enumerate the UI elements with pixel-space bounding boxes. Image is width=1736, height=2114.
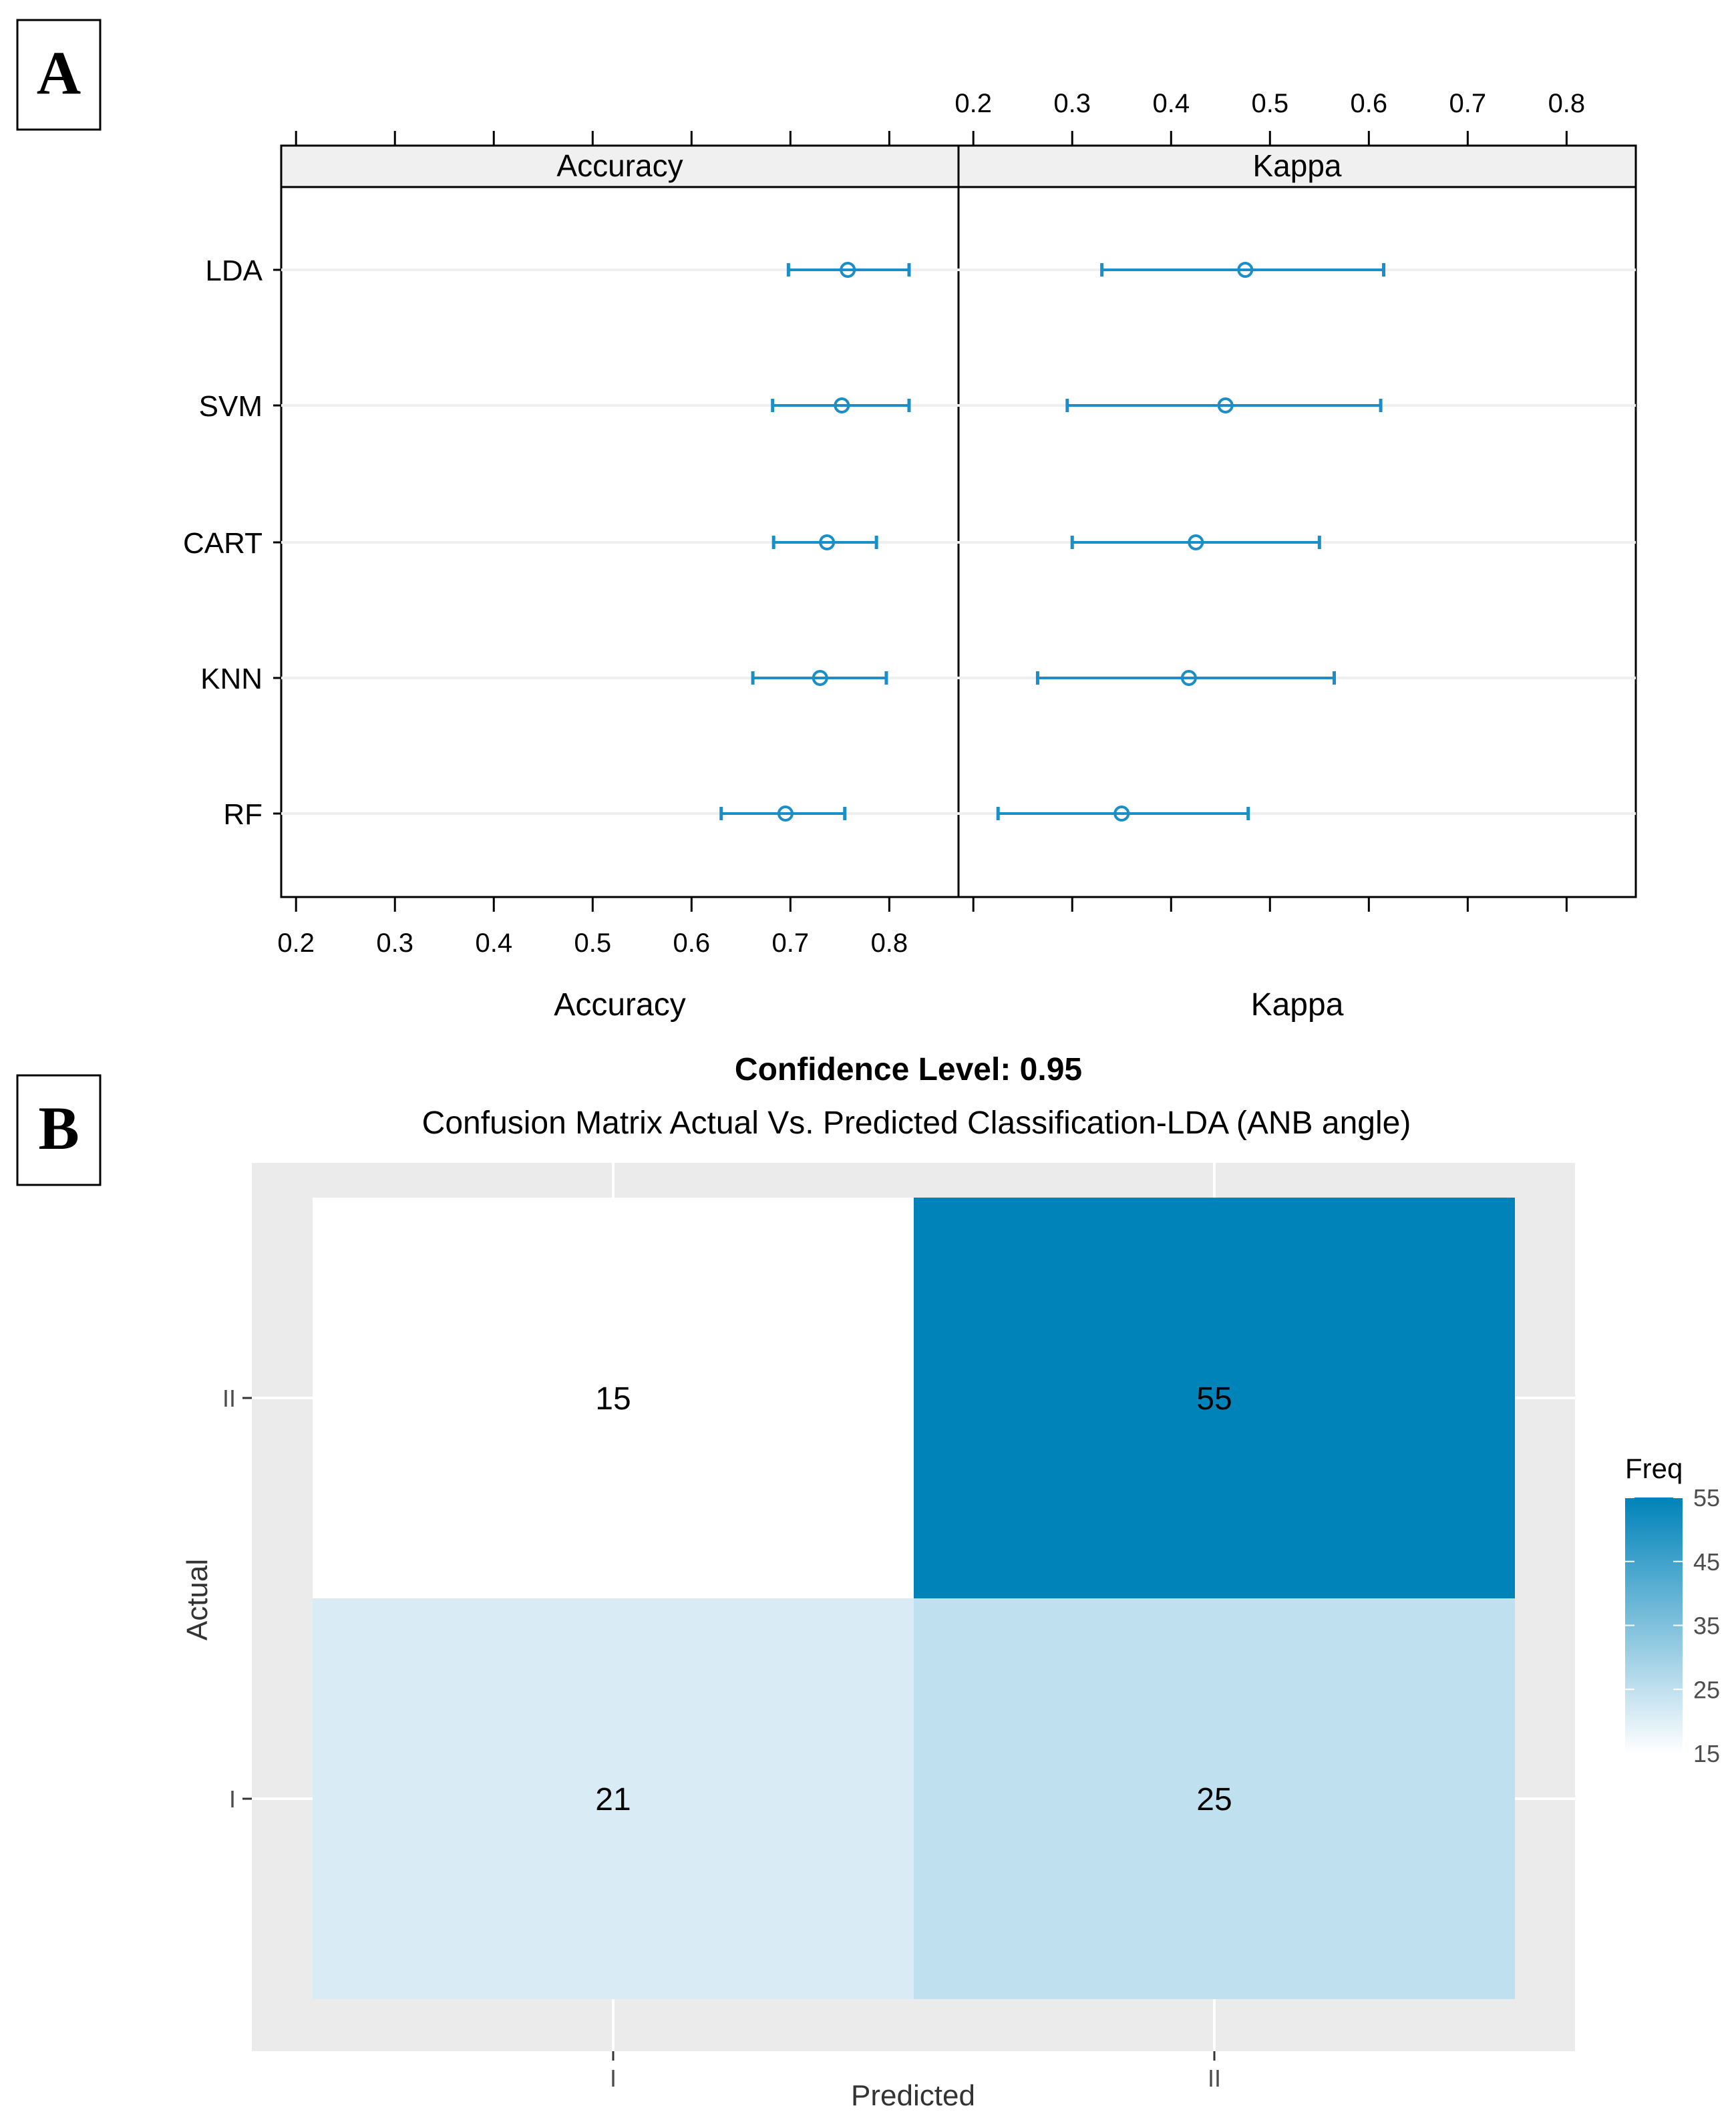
strip-label-kappa: Kappa bbox=[1252, 148, 1341, 183]
bottom-tick-label: 0.3 bbox=[376, 928, 413, 958]
intervals bbox=[719, 262, 1386, 822]
panel-b: B Confusion Matrix Actual Vs. Predicted … bbox=[16, 1074, 1720, 2112]
legend-title: Freq bbox=[1625, 1453, 1683, 1484]
point-estimate bbox=[1180, 670, 1197, 686]
heatmap-cell-label: 25 bbox=[1196, 1782, 1232, 1817]
top-tick-label: 0.6 bbox=[1351, 89, 1388, 118]
point-estimate bbox=[834, 397, 850, 413]
panel-a-label: A bbox=[37, 39, 81, 107]
x-axis-title-kappa: Kappa bbox=[1251, 987, 1344, 1023]
bottom-tick-label: 0.6 bbox=[673, 928, 711, 958]
point-estimate bbox=[812, 670, 828, 686]
heatmap-cell-label: 15 bbox=[595, 1381, 631, 1417]
heatmap-cell-labels: 15 55 21 25 bbox=[595, 1381, 1232, 1817]
strip-accuracy bbox=[280, 144, 960, 188]
bottom-tick-label: 0.8 bbox=[871, 928, 908, 958]
legend-tick-label: 15 bbox=[1693, 1740, 1720, 1767]
legend-colorbar bbox=[1625, 1498, 1683, 1753]
bottom-tick-label: 0.2 bbox=[277, 928, 315, 958]
heatmap-legend: Freq 55 45 35 25 15 bbox=[1625, 1453, 1720, 1767]
y-tick-label: CART bbox=[183, 527, 263, 560]
heatmap-x-title: Predicted bbox=[851, 2079, 975, 2112]
heatmap-cell-label: 21 bbox=[595, 1782, 631, 1817]
top-tick-label: 0.2 bbox=[954, 89, 992, 118]
bottom-axis: 0.2 0.3 0.4 0.5 0.6 0.7 0.8 bbox=[277, 897, 1568, 958]
point-estimate bbox=[1217, 397, 1234, 413]
top-tick-label: 0.4 bbox=[1152, 89, 1190, 118]
heatmap-title: Confusion Matrix Actual Vs. Predicted Cl… bbox=[422, 1105, 1411, 1141]
strip-label-accuracy: Accuracy bbox=[556, 148, 683, 183]
panel-a-label-box bbox=[16, 19, 102, 131]
point-estimate bbox=[819, 534, 836, 550]
dot-plot: Accuracy Kappa LDA SVM CART KNN RF 0.2 0.3 0.4… bbox=[183, 89, 1637, 1087]
heatmap-cell bbox=[313, 1598, 914, 1999]
bottom-tick-label: 0.5 bbox=[574, 928, 611, 958]
panel-b-label-box bbox=[16, 1074, 102, 1186]
bottom-tick-label: 0.7 bbox=[772, 928, 810, 958]
heatmap-cell bbox=[313, 1198, 914, 1598]
strip-kappa bbox=[957, 144, 1637, 188]
y-tick-labels: LDA SVM CART KNN RF bbox=[183, 254, 281, 831]
legend-tick-label: 45 bbox=[1693, 1548, 1720, 1576]
y-tick-label: RF bbox=[223, 798, 263, 831]
point-estimate bbox=[1188, 534, 1204, 550]
heatmap-x-tick-label: I bbox=[610, 2065, 617, 2092]
heatmap-y-title: Actual bbox=[181, 1559, 214, 1640]
heatmap-cell bbox=[914, 1598, 1515, 1999]
y-tick-label: KNN bbox=[200, 663, 263, 695]
y-tick-label: LDA bbox=[205, 254, 263, 287]
legend-tick-label: 55 bbox=[1693, 1484, 1720, 1512]
top-tick-label: 0.8 bbox=[1548, 89, 1586, 118]
top-axis: 0.2 0.3 0.4 0.5 0.6 0.7 0.8 bbox=[295, 89, 1586, 146]
point-estimate bbox=[840, 262, 856, 278]
point-estimate bbox=[1237, 262, 1254, 278]
point-estimate bbox=[777, 806, 794, 822]
heatmap-cell-label: 55 bbox=[1196, 1381, 1232, 1417]
top-tick-label: 0.7 bbox=[1449, 89, 1487, 118]
point-estimate bbox=[1113, 806, 1130, 822]
heatmap-x-tick-label: II bbox=[1208, 2065, 1221, 2092]
legend-tick-label: 25 bbox=[1693, 1676, 1720, 1703]
heatmap-y-tick-label: I bbox=[229, 1785, 236, 1813]
heatmap-cells bbox=[313, 1198, 1515, 1999]
top-tick-label: 0.5 bbox=[1251, 89, 1288, 118]
bottom-tick-label: 0.4 bbox=[475, 928, 512, 958]
legend-tick-label: 35 bbox=[1693, 1612, 1720, 1640]
panel-b-label: B bbox=[38, 1094, 79, 1162]
x-axis-title-accuracy: Accuracy bbox=[554, 987, 685, 1023]
y-tick-label: SVM bbox=[199, 390, 263, 423]
heatmap-cell bbox=[914, 1198, 1515, 1598]
heatmap-y-tick-label: II bbox=[222, 1385, 236, 1412]
confidence-caption: Confidence Level: 0.95 bbox=[735, 1052, 1082, 1087]
top-tick-label: 0.3 bbox=[1053, 89, 1091, 118]
